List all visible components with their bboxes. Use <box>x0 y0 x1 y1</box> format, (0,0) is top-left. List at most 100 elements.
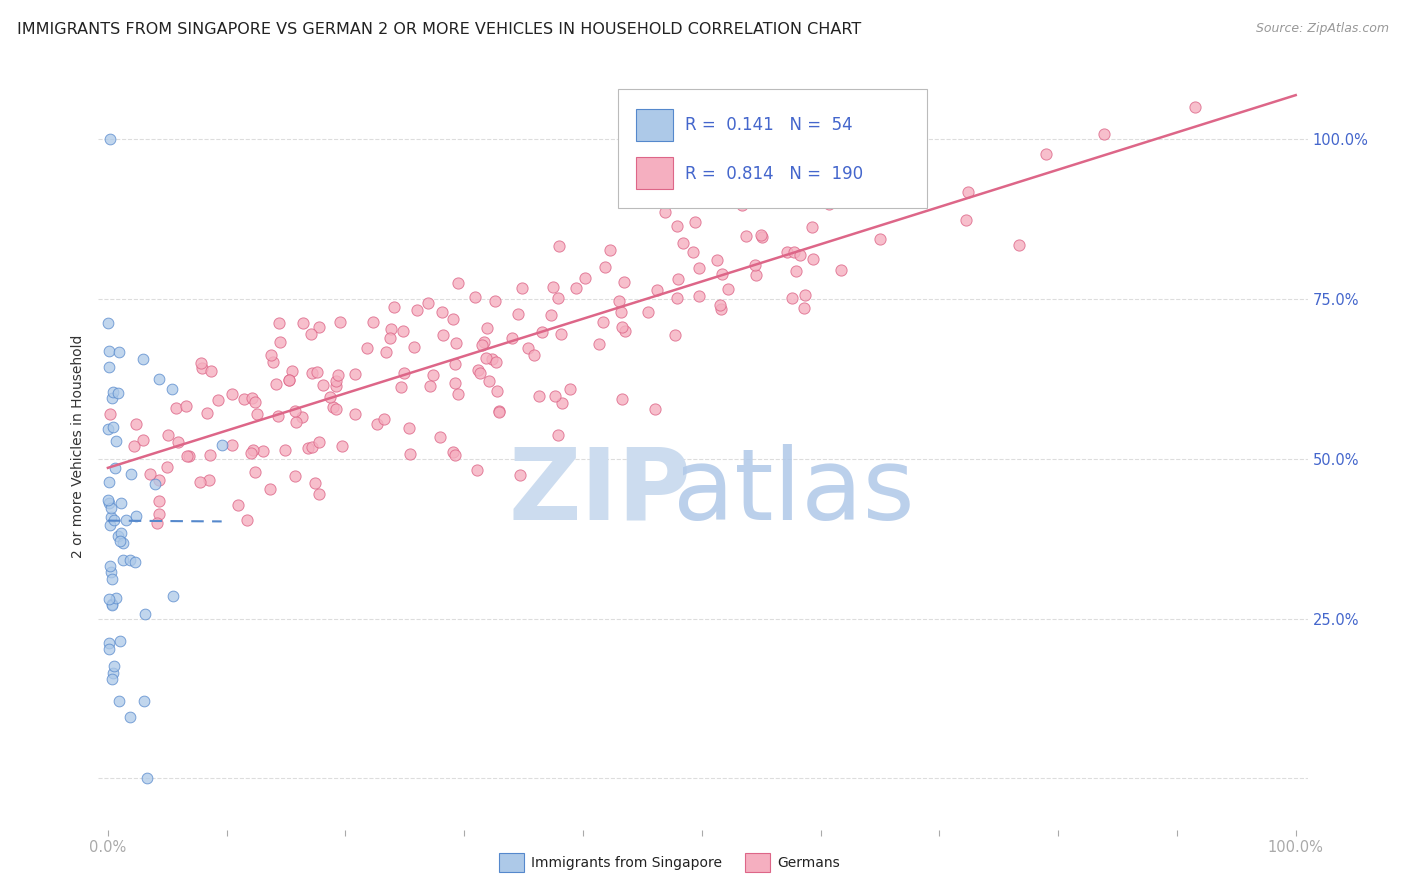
Point <box>523 348 546 362</box>
Point <box>207 393 229 408</box>
Point <box>406 302 429 317</box>
Point <box>508 307 530 321</box>
Point <box>167 435 190 450</box>
Point <box>176 449 198 463</box>
Point <box>98 559 121 574</box>
Point <box>148 507 170 521</box>
Point <box>665 219 688 233</box>
Point <box>120 467 142 481</box>
Point <box>645 283 668 297</box>
Point <box>773 163 796 178</box>
Point <box>262 354 284 368</box>
FancyBboxPatch shape <box>619 89 927 208</box>
Point <box>330 439 353 453</box>
Point <box>162 590 184 604</box>
Point <box>688 260 710 275</box>
Point <box>103 659 125 673</box>
Point <box>398 421 420 435</box>
Point <box>100 407 122 421</box>
Point <box>782 245 804 260</box>
Point <box>120 710 142 724</box>
Point <box>132 693 155 707</box>
Point <box>565 281 588 295</box>
Point <box>380 322 402 336</box>
Point <box>501 331 523 345</box>
Point <box>211 438 233 452</box>
Point <box>683 214 706 228</box>
Point <box>108 344 131 359</box>
Point <box>100 566 122 580</box>
Point <box>100 672 122 686</box>
Point <box>98 636 121 650</box>
Point <box>793 301 815 316</box>
Point <box>375 345 398 359</box>
Point <box>299 327 322 342</box>
Point <box>190 355 212 369</box>
Point <box>100 391 122 405</box>
Point <box>599 243 621 257</box>
Point <box>430 305 453 319</box>
Point <box>444 335 467 350</box>
Point <box>544 389 567 403</box>
Point <box>378 331 401 345</box>
Point <box>744 258 766 272</box>
Point <box>252 443 274 458</box>
Point <box>325 375 347 389</box>
Point <box>292 317 315 331</box>
Point <box>800 220 823 235</box>
Point <box>107 529 129 543</box>
Point <box>664 328 686 343</box>
Point <box>543 280 565 294</box>
Point <box>297 441 319 455</box>
Point <box>443 357 465 371</box>
Point <box>869 232 891 246</box>
Point <box>308 320 330 334</box>
Point <box>465 463 488 477</box>
Point <box>610 319 633 334</box>
Point <box>188 475 211 489</box>
Point <box>471 338 494 352</box>
Point <box>382 300 405 314</box>
Point <box>550 327 572 342</box>
Point <box>485 384 508 398</box>
Point <box>318 390 340 404</box>
Point <box>793 287 815 301</box>
Point <box>101 598 124 612</box>
Point <box>101 385 124 400</box>
Point <box>468 366 491 380</box>
Point <box>198 448 221 462</box>
Point <box>97 475 120 490</box>
Point <box>120 553 142 567</box>
Point <box>613 275 636 289</box>
Point <box>666 292 689 306</box>
Point <box>195 406 218 420</box>
Point <box>510 281 533 295</box>
Point <box>709 298 731 312</box>
Point <box>100 500 122 515</box>
Point <box>236 513 259 527</box>
Point <box>443 448 465 462</box>
Point <box>734 229 756 244</box>
Text: R =  0.141   N =  54: R = 0.141 N = 54 <box>685 116 852 135</box>
Point <box>830 263 852 277</box>
Point <box>343 407 366 421</box>
Point <box>467 363 489 377</box>
Point <box>484 294 506 309</box>
Point <box>366 417 388 431</box>
Point <box>644 402 666 417</box>
Point <box>97 422 120 436</box>
Text: Source: ZipAtlas.com: Source: ZipAtlas.com <box>1256 22 1389 36</box>
Point <box>233 392 256 406</box>
Point <box>284 415 307 429</box>
Point <box>789 248 811 262</box>
Point <box>138 467 160 482</box>
Point <box>260 348 283 362</box>
Point <box>432 327 454 342</box>
Point <box>124 509 146 524</box>
Point <box>416 296 439 310</box>
Point <box>717 282 740 296</box>
Point <box>259 482 281 496</box>
Bar <box>637 109 672 142</box>
Point <box>221 437 243 451</box>
Point <box>517 341 540 355</box>
